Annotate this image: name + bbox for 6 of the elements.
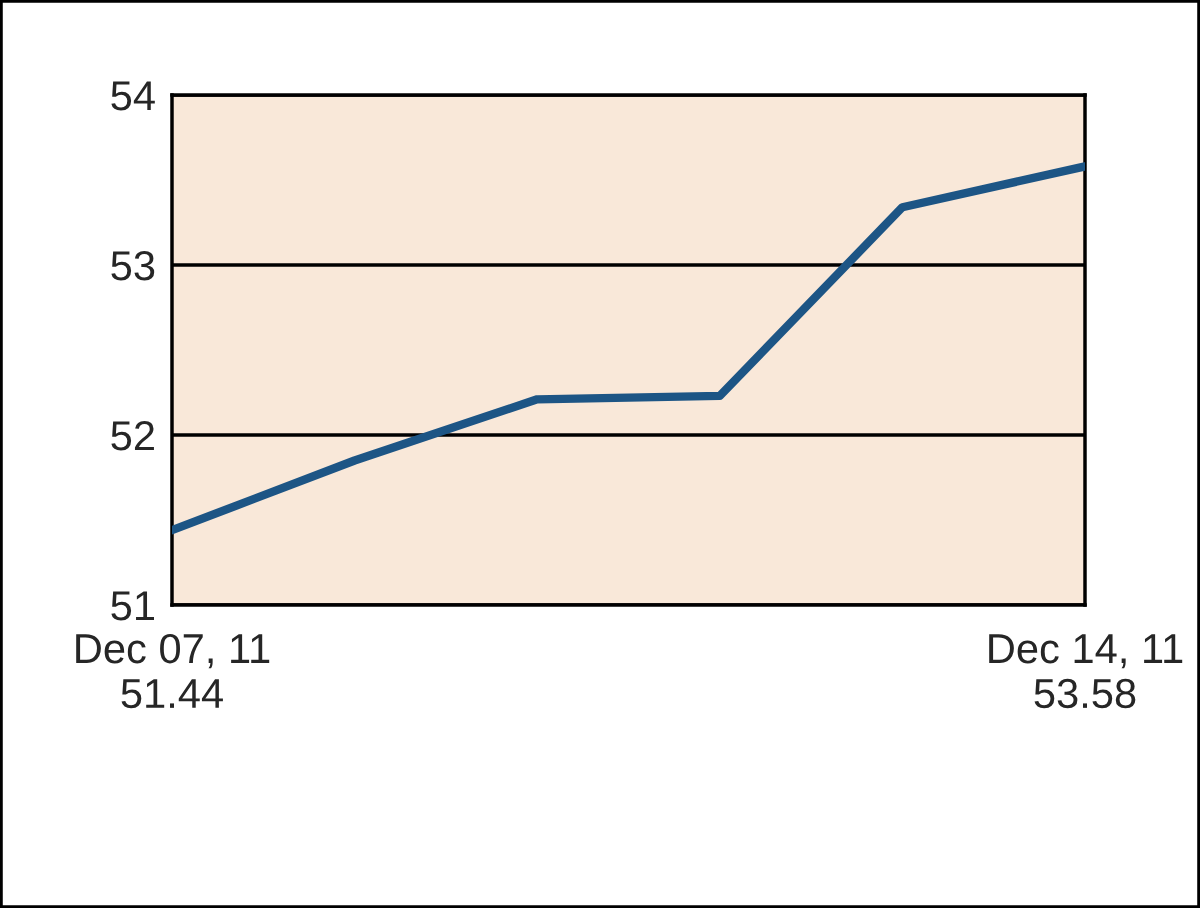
- y-tick-label: 51: [111, 591, 154, 621]
- x-tick-label: Dec 07, 11 51.44: [76, 633, 270, 709]
- x-tick-label: Dec 14, 11 53.58: [989, 634, 1183, 709]
- y-tick-label: 52: [111, 421, 154, 451]
- y-tick-label: 53: [111, 251, 155, 281]
- y-tick-label: 54: [111, 81, 155, 111]
